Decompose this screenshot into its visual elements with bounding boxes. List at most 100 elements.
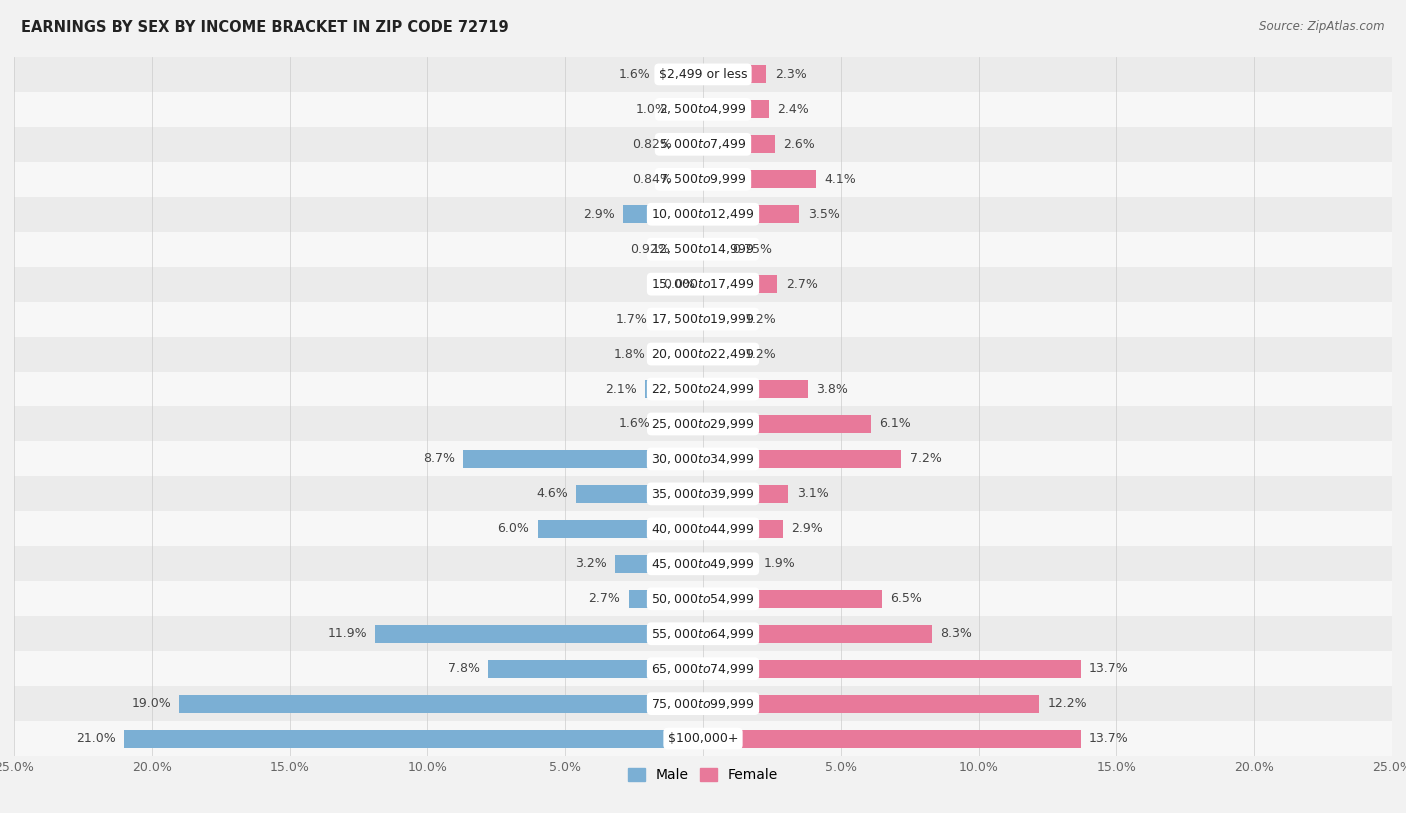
Bar xyxy=(14,127,1392,162)
Text: $22,500 to $24,999: $22,500 to $24,999 xyxy=(651,382,755,396)
Bar xyxy=(678,240,703,259)
Text: $12,500 to $14,999: $12,500 to $14,999 xyxy=(651,242,755,256)
Text: $75,000 to $99,999: $75,000 to $99,999 xyxy=(651,697,755,711)
Text: 1.6%: 1.6% xyxy=(619,68,651,80)
Text: 19.0%: 19.0% xyxy=(131,698,172,710)
Text: 3.8%: 3.8% xyxy=(815,383,848,395)
Text: 1.6%: 1.6% xyxy=(619,418,651,430)
Text: 1.0%: 1.0% xyxy=(636,103,668,115)
Bar xyxy=(703,450,901,468)
Text: $2,500 to $4,999: $2,500 to $4,999 xyxy=(659,102,747,116)
Text: $100,000+: $100,000+ xyxy=(668,733,738,745)
Text: 3.2%: 3.2% xyxy=(575,558,606,570)
Text: 13.7%: 13.7% xyxy=(1088,733,1129,745)
Text: 1.8%: 1.8% xyxy=(613,348,645,360)
Bar xyxy=(703,135,775,154)
Bar xyxy=(14,337,1392,372)
Text: $40,000 to $44,999: $40,000 to $44,999 xyxy=(651,522,755,536)
Text: 0.92%: 0.92% xyxy=(630,243,669,255)
Bar xyxy=(703,240,724,259)
Bar xyxy=(14,302,1392,337)
Bar xyxy=(703,65,766,84)
Bar xyxy=(659,65,703,84)
Text: $65,000 to $74,999: $65,000 to $74,999 xyxy=(651,662,755,676)
Text: 1.2%: 1.2% xyxy=(744,348,776,360)
Text: 2.4%: 2.4% xyxy=(778,103,810,115)
Bar xyxy=(703,380,807,398)
Bar xyxy=(645,380,703,398)
Text: 2.3%: 2.3% xyxy=(775,68,807,80)
Text: $20,000 to $22,499: $20,000 to $22,499 xyxy=(651,347,755,361)
Bar xyxy=(14,721,1392,756)
Bar xyxy=(703,345,737,363)
Bar xyxy=(623,205,703,224)
Text: $15,000 to $17,499: $15,000 to $17,499 xyxy=(651,277,755,291)
Bar xyxy=(703,729,1081,748)
Bar xyxy=(537,520,703,538)
Text: 0.0%: 0.0% xyxy=(662,278,695,290)
Text: 3.5%: 3.5% xyxy=(807,208,839,220)
Bar xyxy=(628,589,703,608)
Bar xyxy=(14,546,1392,581)
Text: $5,000 to $7,499: $5,000 to $7,499 xyxy=(659,137,747,151)
Text: 6.5%: 6.5% xyxy=(890,593,922,605)
Text: $55,000 to $64,999: $55,000 to $64,999 xyxy=(651,627,755,641)
Bar xyxy=(14,651,1392,686)
Text: 1.7%: 1.7% xyxy=(616,313,648,325)
Bar xyxy=(703,275,778,293)
Bar xyxy=(180,694,703,713)
Legend: Male, Female: Male, Female xyxy=(623,763,783,788)
Bar xyxy=(657,310,703,328)
Bar xyxy=(681,135,703,154)
Text: $25,000 to $29,999: $25,000 to $29,999 xyxy=(651,417,755,431)
Text: 0.75%: 0.75% xyxy=(733,243,772,255)
Bar xyxy=(463,450,703,468)
Text: 7.8%: 7.8% xyxy=(447,663,479,675)
Bar xyxy=(14,267,1392,302)
Bar xyxy=(681,170,703,189)
Bar xyxy=(14,686,1392,721)
Text: $30,000 to $34,999: $30,000 to $34,999 xyxy=(651,452,755,466)
Bar xyxy=(14,441,1392,476)
Bar xyxy=(703,554,755,573)
Bar xyxy=(703,310,737,328)
Text: 0.82%: 0.82% xyxy=(633,138,672,150)
Bar xyxy=(14,92,1392,127)
Text: $50,000 to $54,999: $50,000 to $54,999 xyxy=(651,592,755,606)
Text: 2.6%: 2.6% xyxy=(783,138,814,150)
Bar xyxy=(654,345,703,363)
Text: $10,000 to $12,499: $10,000 to $12,499 xyxy=(651,207,755,221)
Bar xyxy=(14,197,1392,232)
Text: 2.1%: 2.1% xyxy=(605,383,637,395)
Bar xyxy=(375,624,703,643)
Text: 1.2%: 1.2% xyxy=(744,313,776,325)
Text: 4.6%: 4.6% xyxy=(536,488,568,500)
Bar xyxy=(703,694,1039,713)
Text: 6.1%: 6.1% xyxy=(879,418,911,430)
Text: 13.7%: 13.7% xyxy=(1088,663,1129,675)
Bar xyxy=(14,616,1392,651)
Bar xyxy=(703,485,789,503)
Text: 3.1%: 3.1% xyxy=(797,488,828,500)
Text: $2,499 or less: $2,499 or less xyxy=(659,68,747,80)
Text: 11.9%: 11.9% xyxy=(328,628,367,640)
Bar xyxy=(614,554,703,573)
Bar xyxy=(703,659,1081,678)
Bar xyxy=(576,485,703,503)
Text: $7,500 to $9,999: $7,500 to $9,999 xyxy=(659,172,747,186)
Text: 2.9%: 2.9% xyxy=(583,208,614,220)
Bar xyxy=(703,520,783,538)
Bar xyxy=(675,100,703,119)
Text: 0.84%: 0.84% xyxy=(631,173,672,185)
Bar xyxy=(14,406,1392,441)
Bar xyxy=(488,659,703,678)
Text: 1.9%: 1.9% xyxy=(763,558,796,570)
Text: 12.2%: 12.2% xyxy=(1047,698,1087,710)
Bar xyxy=(14,511,1392,546)
Text: $35,000 to $39,999: $35,000 to $39,999 xyxy=(651,487,755,501)
Bar xyxy=(703,170,815,189)
Text: 2.7%: 2.7% xyxy=(589,593,620,605)
Text: 2.7%: 2.7% xyxy=(786,278,817,290)
Text: $17,500 to $19,999: $17,500 to $19,999 xyxy=(651,312,755,326)
Bar xyxy=(703,100,769,119)
